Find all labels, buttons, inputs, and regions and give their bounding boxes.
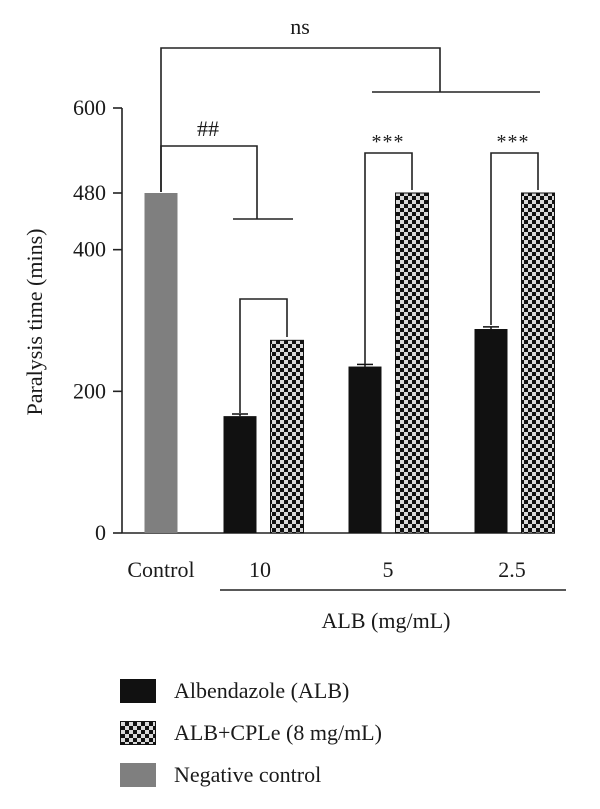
legend-swatch-solid	[120, 679, 156, 703]
y-axis-label: Paralysis time (mins)	[22, 229, 47, 416]
legend-item-negative-control: Negative control	[120, 754, 560, 796]
x-tick-label: Control	[127, 557, 194, 582]
bar-albendazole-alb--10	[223, 416, 257, 533]
y-tick-label: 400	[73, 237, 106, 262]
x-tick-label: 2.5	[498, 557, 526, 582]
bar-negative-control-Control	[144, 193, 178, 533]
bracket-hash	[160, 145, 258, 219]
significance-brackets	[160, 47, 540, 413]
y-ticks: 0 200 400 480 600	[73, 95, 122, 545]
x-tick-labels: Control 10 5 2.5	[127, 557, 525, 582]
x-tick-label: 5	[383, 557, 394, 582]
y-tick-label: 200	[73, 378, 106, 403]
significance-stars-2-5: ***	[497, 131, 530, 153]
legend-label: ALB+CPLe (8 mg/mL)	[174, 720, 382, 745]
legend-swatch-checker	[120, 721, 156, 745]
bar-albendazole-alb--5	[348, 366, 382, 533]
legend: Albendazole (ALB) ALB+CPLe (8 mg/mL) Neg…	[120, 670, 560, 796]
y-tick-label: 480	[73, 180, 106, 205]
x-axis-label: ALB (mg/mL)	[322, 608, 451, 633]
significance-stars-5: ***	[372, 131, 405, 153]
legend-item-albendazole: Albendazole (ALB)	[120, 670, 560, 712]
bracket-10	[239, 298, 288, 413]
legend-label: Albendazole (ALB)	[174, 678, 350, 703]
x-tick-label: 10	[249, 557, 271, 582]
y-tick-label: 600	[73, 95, 106, 120]
legend-label: Negative control	[174, 762, 322, 787]
ns-annotation: ns	[290, 14, 310, 39]
bracket-ns	[160, 47, 441, 192]
bar-alb-cple-8-mg-ml--5	[395, 192, 429, 534]
hash-annotation: ##	[197, 116, 219, 141]
y-tick-label: 0	[95, 520, 106, 545]
bar-albendazole-alb--2-5	[474, 329, 508, 533]
legend-swatch-gray	[120, 763, 156, 787]
legend-item-alb-cple: ALB+CPLe (8 mg/mL)	[120, 712, 560, 754]
bars	[144, 192, 555, 534]
bar-alb-cple-8-mg-ml--10	[270, 339, 304, 534]
bracket-5	[364, 152, 413, 364]
bar-alb-cple-8-mg-ml--2-5	[521, 192, 555, 534]
bracket-2-5	[490, 152, 539, 325]
bar-chart: Paralysis time (mins) 0 200 400 480 600 Cont…	[22, 14, 566, 633]
